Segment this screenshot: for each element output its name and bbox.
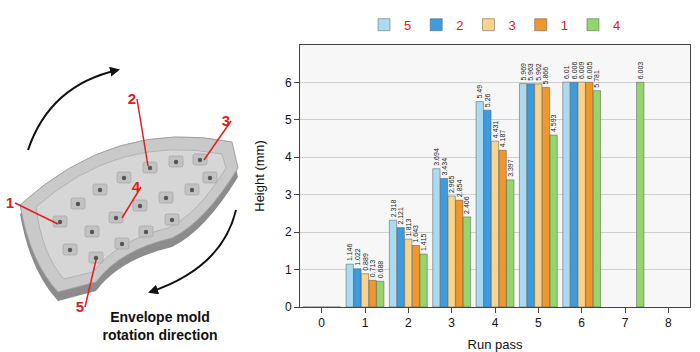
svg-text:5.781: 5.781	[593, 70, 600, 88]
svg-text:0.889: 0.889	[362, 253, 369, 271]
svg-text:5: 5	[76, 298, 84, 315]
svg-text:4.187: 4.187	[499, 130, 506, 148]
svg-text:2.965: 2.965	[448, 175, 455, 193]
svg-text:1: 1	[285, 263, 292, 277]
svg-text:4.593: 4.593	[550, 114, 557, 132]
svg-text:0: 0	[285, 300, 292, 314]
svg-text:3: 3	[508, 18, 515, 33]
svg-text:1: 1	[561, 18, 568, 33]
svg-text:2: 2	[405, 316, 412, 330]
svg-text:5.963: 5.963	[527, 63, 534, 81]
svg-text:6.01: 6.01	[563, 65, 570, 79]
svg-text:0.713: 0.713	[369, 260, 376, 278]
svg-text:5.866: 5.866	[542, 67, 549, 85]
svg-text:4: 4	[492, 316, 499, 330]
svg-text:Height (mm): Height (mm)	[252, 140, 267, 212]
svg-text:1: 1	[6, 194, 14, 211]
svg-text:2: 2	[456, 18, 463, 33]
svg-text:1: 1	[362, 316, 369, 330]
svg-text:5.969: 5.969	[520, 63, 527, 81]
svg-text:5.49: 5.49	[476, 85, 483, 99]
svg-text:2.121: 2.121	[397, 207, 404, 225]
svg-text:1.813: 1.813	[405, 219, 412, 237]
svg-text:6.009: 6.009	[578, 61, 585, 79]
svg-text:2.406: 2.406	[463, 196, 470, 214]
svg-text:Envelope mold: Envelope mold	[110, 309, 210, 325]
svg-text:6.005: 6.005	[586, 62, 593, 80]
svg-text:3.694: 3.694	[433, 148, 440, 166]
svg-text:5.26: 5.26	[484, 93, 491, 107]
svg-text:4: 4	[613, 18, 620, 33]
svg-text:1.146: 1.146	[346, 243, 353, 261]
svg-text:3: 3	[285, 188, 292, 202]
svg-text:6: 6	[578, 316, 585, 330]
svg-text:5: 5	[535, 316, 542, 330]
svg-text:6: 6	[285, 76, 292, 90]
svg-text:3.434: 3.434	[441, 158, 448, 176]
svg-text:3: 3	[222, 112, 230, 129]
svg-text:5.962: 5.962	[535, 63, 542, 81]
svg-text:2: 2	[128, 90, 136, 107]
svg-text:2: 2	[285, 225, 292, 239]
svg-text:7: 7	[622, 316, 629, 330]
svg-text:1.415: 1.415	[420, 233, 427, 251]
svg-text:5: 5	[404, 18, 411, 33]
svg-text:2.854: 2.854	[456, 180, 463, 198]
svg-text:4: 4	[132, 178, 141, 195]
svg-text:6.006: 6.006	[571, 62, 578, 80]
svg-text:1.643: 1.643	[412, 225, 419, 243]
svg-text:3.397: 3.397	[507, 159, 514, 177]
svg-text:rotation direction: rotation direction	[102, 327, 217, 343]
svg-text:Run pass: Run pass	[468, 337, 523, 352]
svg-text:0.688: 0.688	[377, 261, 384, 279]
svg-text:8: 8	[665, 316, 672, 330]
svg-text:1.022: 1.022	[354, 248, 361, 266]
svg-text:2.318: 2.318	[390, 200, 397, 218]
svg-text:4.431: 4.431	[492, 121, 499, 139]
svg-text:0: 0	[318, 316, 325, 330]
svg-text:3: 3	[448, 316, 455, 330]
svg-text:5: 5	[285, 113, 292, 127]
svg-text:6.003: 6.003	[637, 62, 644, 80]
svg-text:4: 4	[285, 150, 292, 164]
